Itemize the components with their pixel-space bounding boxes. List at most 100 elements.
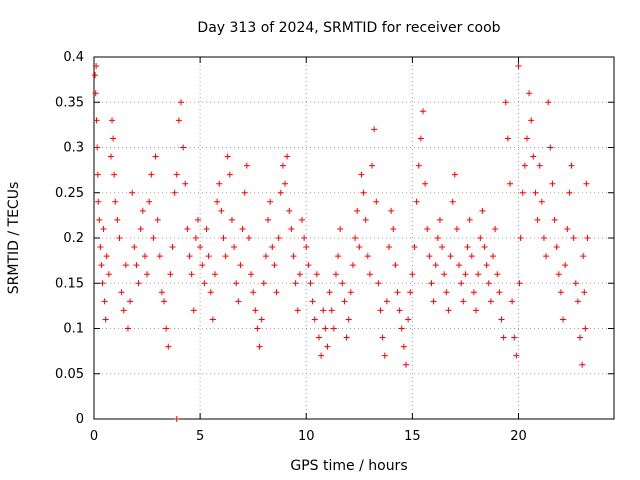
data-point [299,216,305,223]
data-point [199,262,206,269]
data-point [515,63,522,70]
data-point [526,90,533,97]
data-point [154,216,161,223]
data-point [273,289,280,296]
data-point [475,271,482,278]
data-point [326,289,333,296]
data-point [477,235,484,241]
data-point [239,225,246,232]
data-point [341,298,348,305]
data-point [203,225,210,232]
data-point [260,280,267,287]
data-point [419,108,426,115]
data-point [152,153,159,160]
data-point [388,207,395,214]
data-point [519,189,526,196]
data-point [580,253,587,260]
chart-title: Day 313 of 2024, SRMTID for receiver coo… [197,20,500,36]
data-point [107,153,114,160]
data-point [339,280,346,287]
data-point [318,352,325,359]
data-point [330,325,337,332]
data-point [150,235,157,241]
data-point [286,207,293,214]
data-point [441,271,448,278]
data-point [294,307,301,314]
data-point [390,225,397,232]
data-point [504,135,511,142]
data-point [485,280,492,287]
data-point [148,171,155,178]
data-point [369,162,376,169]
data-point [120,307,127,314]
data-point [411,244,418,251]
data-point [492,225,499,232]
y-tick-label: 0 [76,412,84,427]
data-point [98,262,105,269]
data-point [470,289,477,296]
data-point [245,235,252,241]
data-point [498,316,505,323]
data-point [99,280,106,287]
data-point [237,262,244,269]
data-point [252,307,259,314]
data-point [124,325,131,332]
data-point [256,343,263,350]
data-point [292,280,299,287]
x-tick-label: 15 [404,429,421,444]
data-point [284,153,291,160]
data-point [400,343,407,350]
data-point [582,325,589,332]
data-point [248,271,255,278]
data-point [258,316,265,323]
data-point [211,271,218,278]
data-point [584,235,591,241]
data-point [188,271,195,278]
data-point [94,171,101,178]
data-point [413,198,420,205]
data-point [577,334,584,341]
data-point [494,271,501,278]
data-point [309,298,316,305]
data-point [171,189,178,196]
data-point [301,235,308,241]
data-point [222,253,229,260]
data-point [379,334,386,341]
data-point [226,171,233,178]
data-point [207,289,214,296]
data-point [460,298,467,305]
data-point [516,280,523,287]
data-point [161,298,168,305]
data-point [398,325,405,332]
data-point [405,316,412,323]
data-point [394,289,401,296]
data-point [462,271,469,278]
data-point [417,135,424,142]
data-point [197,244,204,251]
data-point [509,298,516,305]
data-point [133,262,140,269]
data-point [562,262,569,269]
data-point [311,316,318,323]
data-point [94,144,101,151]
data-point [422,180,429,187]
data-point [528,117,535,124]
data-point [366,271,373,278]
data-point [93,117,100,124]
data-point [95,198,102,205]
data-point [158,289,165,296]
data-point [275,235,282,241]
data-point [547,144,554,151]
data-point [216,180,223,187]
data-point [322,325,329,332]
data-point [447,253,454,260]
data-point [540,235,547,241]
y-tick-label: 0.25 [55,186,84,201]
y-tick-label: 0.4 [63,50,84,65]
data-point [536,162,543,169]
data-point [195,216,201,223]
data-point [135,280,142,287]
data-point [127,298,134,305]
data-point [551,216,558,223]
